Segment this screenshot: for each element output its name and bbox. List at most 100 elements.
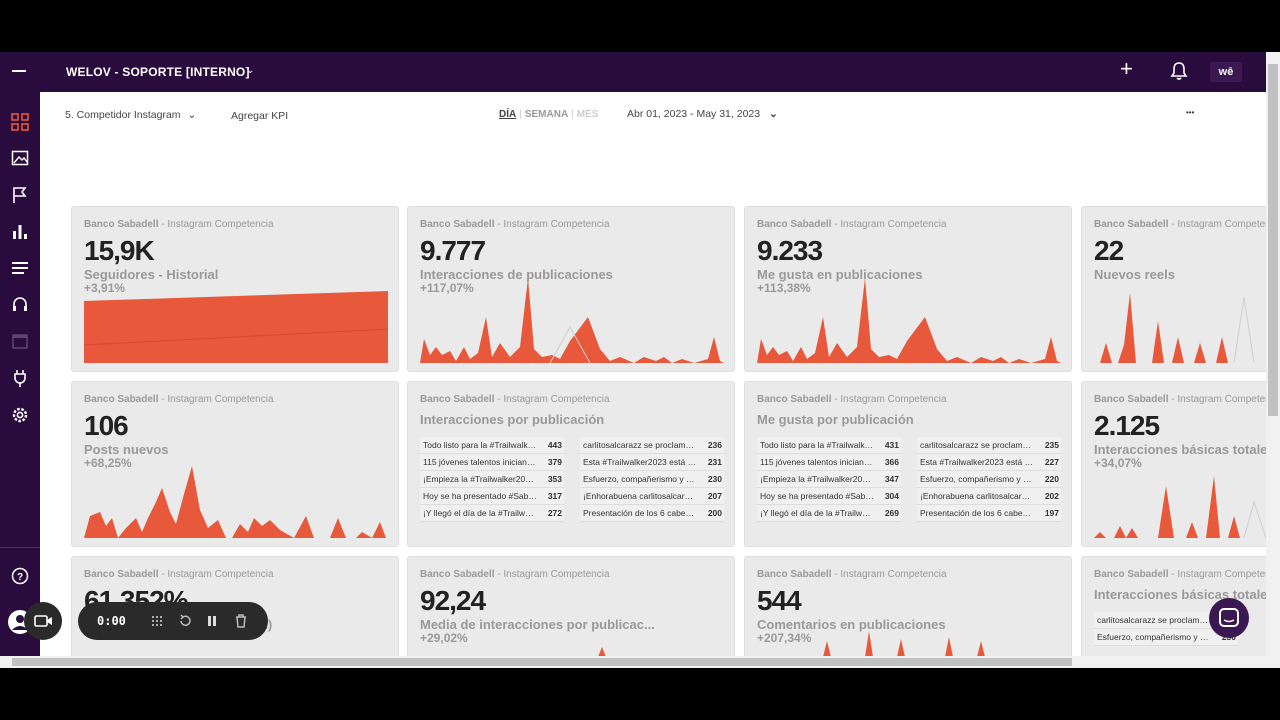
date-range-picker[interactable]: Abr 01, 2023 - May 31, 2023 ⌄ bbox=[627, 108, 778, 120]
kpi-card-reels[interactable]: Banco Sabadell - Instagram Competencia 2… bbox=[1081, 206, 1266, 372]
post-table-left: Todo listo para la #Trailwalker... 443 11… bbox=[420, 437, 564, 522]
kpi-value: 9.777 bbox=[420, 235, 486, 266]
grip-icon[interactable] bbox=[150, 614, 164, 628]
plug-icon[interactable] bbox=[10, 368, 30, 388]
card-source: Banco Sabadell - Instagram Competencia bbox=[420, 394, 610, 405]
kpi-label: Comentarios en publicaciones bbox=[757, 617, 946, 632]
kpi-change: +117,07% bbox=[420, 281, 474, 295]
table-row[interactable]: Todo listo para la #Trailwalker... 443 bbox=[420, 437, 564, 454]
chevron-down-icon[interactable]: ⌄ bbox=[246, 65, 255, 76]
kpi-label: Nuevos reels bbox=[1094, 267, 1175, 282]
date-range-label: Abr 01, 2023 - May 31, 2023 bbox=[627, 108, 761, 120]
gear-icon[interactable] bbox=[10, 405, 30, 425]
kpi-change: +207,34% bbox=[757, 631, 812, 645]
kpi-label: Interacciones de publicaciones bbox=[420, 267, 613, 282]
post-table-right: carlitosalcarazz se proclama c... 236 Est… bbox=[580, 437, 724, 522]
chat-icon bbox=[1219, 608, 1239, 627]
kpi-card-interactions-per-post[interactable]: Banco Sabadell - Instagram Competencia I… bbox=[407, 381, 735, 547]
pause-icon[interactable] bbox=[205, 614, 219, 628]
card-source: Banco Sabadell - Instagram Competencia bbox=[1094, 394, 1266, 405]
account-title[interactable]: WELOV - SOPORTE [INTERNO] bbox=[66, 65, 250, 79]
kpi-change: +34,07% bbox=[1094, 456, 1142, 470]
kpi-chart bbox=[1094, 476, 1266, 538]
table-row[interactable]: 115 jóvenes talentos inician s... 379 bbox=[420, 454, 564, 471]
table-row[interactable]: ¡Enhorabuena carlitosalcaraz... 202 bbox=[917, 488, 1061, 505]
table-row[interactable]: ¡Empieza la #Trailwalker2023 ... 353 bbox=[420, 471, 564, 488]
kpi-card-likes[interactable]: Banco Sabadell - Instagram Competencia 9… bbox=[744, 206, 1072, 372]
grid-icon[interactable] bbox=[10, 112, 30, 132]
table-row[interactable]: Esfuerzo, compañerismo y m...230 bbox=[580, 471, 724, 488]
camera-icon bbox=[34, 615, 52, 627]
table-row[interactable]: 115 jóvenes talentos inician s... 366 bbox=[757, 454, 901, 471]
table-row[interactable]: ¡Y llegó el día de la #Trailwalk... 269 bbox=[757, 505, 901, 522]
scrollbar-thumb[interactable] bbox=[1268, 64, 1278, 416]
kpi-change: +29,02% bbox=[420, 631, 468, 645]
kpi-chart bbox=[420, 278, 724, 363]
table-row[interactable]: Presentación de los 6 cabeza... 197 bbox=[917, 505, 1061, 522]
recording-timer: 0:00 bbox=[97, 614, 126, 628]
kpi-card-likes-per-post[interactable]: Banco Sabadell - Instagram Competencia M… bbox=[744, 381, 1072, 547]
period-week[interactable]: SEMANA bbox=[524, 109, 569, 120]
kpi-value: 22 bbox=[1094, 235, 1124, 266]
kpi-card-basic-interactions[interactable]: Banco Sabadell - Instagram Competencia 2… bbox=[1081, 381, 1266, 547]
period-day[interactable]: DÍA bbox=[499, 109, 517, 120]
kpi-label: Posts nuevos bbox=[84, 442, 169, 457]
headset-icon[interactable] bbox=[10, 294, 30, 314]
table-row[interactable]: carlitosalcarazz se proclama c... 235 bbox=[917, 437, 1061, 454]
period-switch: DÍA | SEMANA | MES bbox=[499, 109, 599, 120]
table-row[interactable]: Esta #Trailwalker2023 está si... 227 bbox=[917, 454, 1061, 471]
brand-logo[interactable]: wē bbox=[1210, 62, 1242, 82]
more-options-icon[interactable]: ••• bbox=[1186, 108, 1195, 117]
chevron-down-icon: ⌄ bbox=[769, 108, 778, 120]
trash-icon[interactable] bbox=[234, 613, 248, 629]
kpi-card-comments[interactable]: Banco Sabadell - Instagram Competencia 5… bbox=[744, 556, 1072, 656]
menu-collapse-icon[interactable] bbox=[12, 70, 26, 72]
period-month[interactable]: MES bbox=[576, 109, 599, 120]
table-row[interactable]: Todo listo para la #Trailwalker... 431 bbox=[757, 437, 901, 454]
report-selector[interactable]: 5. Competidor Instagram ⌄ bbox=[65, 109, 196, 121]
add-icon[interactable]: + bbox=[1120, 56, 1133, 81]
image-icon[interactable] bbox=[10, 148, 30, 168]
table-row[interactable]: carlitosalcarazz se proclama c... 236 bbox=[580, 437, 724, 454]
card-source: Banco Sabadell - Instagram Competencia bbox=[1094, 219, 1266, 230]
chat-launcher-button[interactable] bbox=[1209, 598, 1249, 638]
dashboard-main: 5. Competidor Instagram ⌄ Agregar KPI DÍ… bbox=[40, 92, 1266, 656]
kpi-value: 106 bbox=[84, 410, 129, 441]
list-icon[interactable] bbox=[10, 258, 30, 278]
restart-icon[interactable] bbox=[178, 614, 192, 628]
chevron-down-icon: ⌄ bbox=[187, 109, 197, 121]
post-table-left: Todo listo para la #Trailwalker... 431 11… bbox=[757, 437, 901, 522]
table-row[interactable]: Hoy se ha presentado #Saba... 304 bbox=[757, 488, 901, 505]
kpi-card-avg-interactions[interactable]: Banco Sabadell - Instagram Competencia 9… bbox=[407, 556, 735, 656]
kpi-card-posts[interactable]: Banco Sabadell - Instagram Competencia 1… bbox=[71, 381, 399, 547]
kpi-card-followers[interactable]: Banco Sabadell - Instagram Competencia 1… bbox=[71, 206, 399, 372]
table-row[interactable]: Presentación de los 6 cabeza... 200 bbox=[580, 505, 724, 522]
calendar-icon[interactable] bbox=[10, 331, 30, 351]
kpi-change: +113,38% bbox=[757, 281, 811, 295]
flag-icon[interactable] bbox=[10, 185, 30, 205]
card-source: Banco Sabadell - Instagram Competencia bbox=[1094, 569, 1266, 580]
kpi-card-interactions[interactable]: Banco Sabadell - Instagram Competencia 9… bbox=[407, 206, 735, 372]
bar-chart-icon[interactable] bbox=[10, 221, 30, 241]
horizontal-scrollbar[interactable] bbox=[0, 656, 1280, 668]
scrollbar-thumb[interactable] bbox=[12, 658, 1072, 666]
kpi-label: Seguidores - Historial bbox=[84, 267, 219, 282]
card-source: Banco Sabadell - Instagram Competencia bbox=[757, 569, 947, 580]
add-kpi-button[interactable]: Agregar KPI bbox=[231, 110, 289, 122]
table-row[interactable]: ¡Enhorabuena carlitosalcaraz... 207 bbox=[580, 488, 724, 505]
table-row[interactable]: ¡Y llegó el día de la #Trailwalk... 272 bbox=[420, 505, 564, 522]
kpi-value: 2.125 bbox=[1094, 410, 1160, 441]
table-row[interactable]: Esta #Trailwalker2023 está si... 231 bbox=[580, 454, 724, 471]
table-row[interactable]: Esfuerzo, compañerismo y m... 220 bbox=[917, 471, 1061, 488]
camera-button[interactable] bbox=[24, 602, 62, 640]
bell-icon[interactable] bbox=[1170, 61, 1188, 86]
table-title: Me gusta por publicación bbox=[757, 412, 914, 427]
report-selector-label: 5. Competidor Instagram bbox=[65, 109, 181, 121]
table-row[interactable]: Hoy se ha presentado #Saba... 317 bbox=[420, 488, 564, 505]
table-row[interactable]: ¡Empieza la #Trailwalker2023 ... 347 bbox=[757, 471, 901, 488]
card-source: Banco Sabadell - Instagram Competencia bbox=[757, 394, 947, 405]
kpi-chart bbox=[757, 278, 1061, 363]
kpi-value: 544 bbox=[757, 585, 802, 616]
help-icon[interactable]: ? bbox=[10, 566, 30, 586]
vertical-scrollbar[interactable] bbox=[1266, 52, 1280, 656]
